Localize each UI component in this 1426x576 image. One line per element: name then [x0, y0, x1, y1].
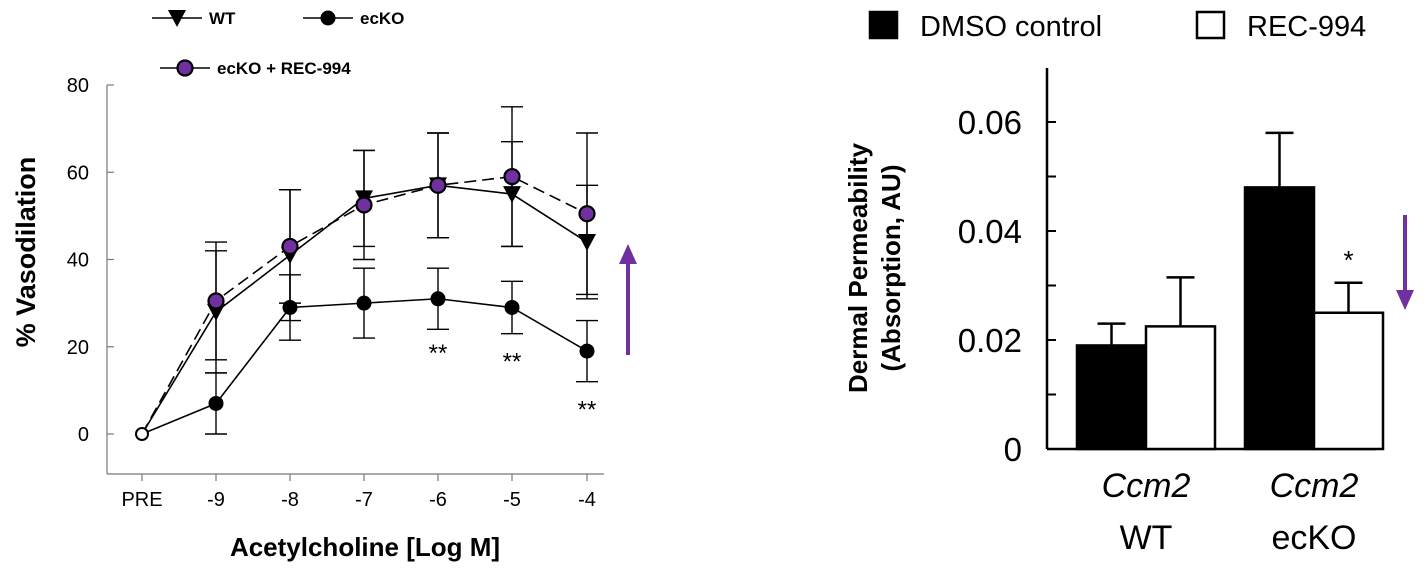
legend-label: REC-994: [1247, 11, 1366, 43]
legend-label: ecKO: [360, 9, 404, 28]
data-point: [503, 186, 521, 204]
dermal-permeability-bar-chart: DMSO control REC-994 0 0.02 0.04 0.06 Ccm2 WT…: [843, 10, 1414, 557]
data-point: [282, 299, 298, 315]
trend-arrow-head: [1396, 290, 1414, 310]
legend-swatch: [868, 10, 899, 40]
line-chart-x-tick-label: -4: [578, 489, 596, 511]
bar-chart-axes: 0 0.02 0.04 0.06: [958, 68, 1376, 468]
trend-arrow-head: [619, 244, 637, 264]
legend-label: ecKO + REC-994: [217, 59, 351, 78]
data-point: [207, 292, 225, 310]
legend-item: ecKO: [303, 9, 404, 28]
significance-label: **: [429, 340, 448, 367]
bar: [1243, 186, 1316, 451]
line-chart-legend: WT ecKO ecKO + REC-994: [152, 9, 404, 78]
data-point: [503, 168, 521, 186]
line-chart-y-tick-label: 80: [67, 75, 89, 97]
significance-label: *: [1343, 245, 1353, 275]
legend-item: WT: [152, 9, 236, 28]
bar-chart-legend: DMSO control REC-994: [868, 10, 1366, 43]
line-series-ecko-rec-994: [141, 106, 598, 435]
legend-marker: [168, 10, 186, 27]
data-point: [579, 343, 595, 359]
data-point: [208, 395, 224, 411]
legend-label: WT: [209, 9, 236, 28]
group-label-gene: Ccm2: [1102, 467, 1191, 505]
data-point: [356, 295, 372, 311]
line-series-ecko: [141, 267, 598, 435]
line-chart-x-tick-label: -8: [281, 489, 299, 511]
bar-chart-y-tick-label: 0.04: [958, 213, 1022, 250]
group-label-genotype: WT: [1120, 519, 1173, 557]
line-chart-series: ** ** **: [135, 106, 637, 441]
line-chart-x-tick-label: PRE: [121, 489, 162, 511]
bar-chart-y-axis-label-line2: (Absorption, AU): [876, 165, 906, 372]
bar-chart-y-tick-label: 0: [1004, 431, 1022, 468]
significance-label: **: [503, 348, 522, 375]
line-chart-axes: 0 20 40 60 80 PRE -9 -8 -7 -6 -5 -4: [67, 75, 604, 511]
line-chart-y-tick-label: 40: [67, 250, 89, 272]
data-point-pre: [135, 427, 149, 441]
data-point: [578, 234, 596, 252]
legend-marker: [320, 10, 336, 26]
line-chart-x-axis-label: Acetylcholine [Log M]: [230, 532, 500, 562]
data-point: [429, 176, 447, 194]
line-chart-y-tick-label: 60: [67, 162, 89, 184]
line-chart-y-tick-label: 0: [78, 424, 89, 446]
bar: [1312, 311, 1385, 451]
group-label-genotype: ecKO: [1271, 519, 1356, 557]
data-point: [578, 205, 596, 223]
data-point: [430, 291, 446, 307]
legend-marker: [176, 59, 194, 77]
legend-swatch: [1195, 10, 1226, 40]
line-series-wt: [141, 132, 598, 435]
data-point: [504, 299, 520, 315]
legend-item: DMSO control: [868, 10, 1102, 43]
legend-item: ecKO + REC-994: [160, 59, 351, 78]
bar: [1075, 344, 1148, 451]
line-chart-x-tick-label: -6: [429, 489, 447, 511]
group-label-gene: Ccm2: [1270, 467, 1359, 505]
significance-label: **: [578, 397, 597, 424]
vasodilation-line-chart: WT ecKO ecKO + REC-994 0 20 40 60 80 PRE -9 -8 -7 -…: [11, 9, 637, 562]
bar-chart-y-axis-label-line1: Dermal Permeability: [843, 142, 873, 393]
bar-chart-y-tick-label: 0.06: [958, 104, 1022, 141]
legend-item: REC-994: [1195, 10, 1366, 43]
bar: [1144, 325, 1217, 451]
line-chart-x-tick-label: -5: [503, 489, 521, 511]
bar-chart-y-tick-label: 0.02: [958, 322, 1022, 359]
data-point: [355, 196, 373, 214]
bar-chart-bars: Ccm2 WT Ccm2 ecKO *: [1075, 131, 1414, 557]
line-chart-x-tick-label: -9: [207, 489, 225, 511]
data-point: [281, 237, 299, 256]
line-chart-y-axis-label: % Vasodilation: [11, 157, 41, 348]
line-chart-x-tick-label: -7: [355, 489, 373, 511]
legend-label: DMSO control: [920, 11, 1102, 43]
line-chart-y-tick-label: 20: [67, 337, 89, 359]
